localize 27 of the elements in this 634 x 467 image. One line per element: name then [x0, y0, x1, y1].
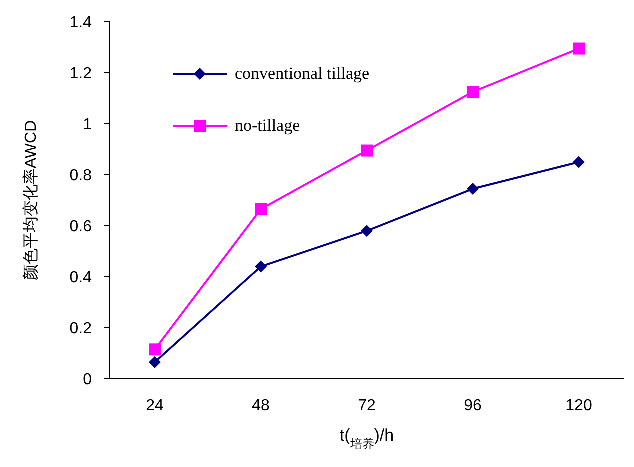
legend-label: conventional tillage [235, 64, 370, 84]
x-tick-label: 96 [464, 397, 482, 414]
x-tick-label: 72 [358, 397, 376, 414]
point [361, 144, 373, 157]
y-tick-label: 0.8 [70, 168, 92, 185]
point [467, 183, 479, 196]
y-tick-label: 0.6 [70, 218, 92, 236]
point [467, 86, 479, 98]
y-tick-label: 0 [83, 372, 92, 389]
x-axis-title: t($_{培养}$)/h [340, 426, 394, 451]
legend-label: no-tillage [235, 116, 300, 136]
y-axis-title: 颜色平均变化率AWCD [22, 120, 40, 281]
y-tick-label: 1.2 [70, 66, 92, 83]
x-tick-label: 120 [566, 397, 592, 414]
point [149, 344, 161, 356]
x-tick-label: 48 [252, 397, 270, 414]
point [149, 356, 161, 368]
point [255, 203, 267, 216]
point [361, 225, 373, 238]
y-tick-label: 1.4 [70, 14, 92, 32]
x-tick-label: 24 [146, 397, 164, 414]
y-tick-label: 1 [83, 116, 92, 134]
point [573, 42, 585, 55]
y-tick-label: 0.4 [70, 270, 92, 287]
point [255, 260, 267, 273]
y-tick-label: 0.2 [70, 320, 92, 338]
point [573, 156, 585, 168]
